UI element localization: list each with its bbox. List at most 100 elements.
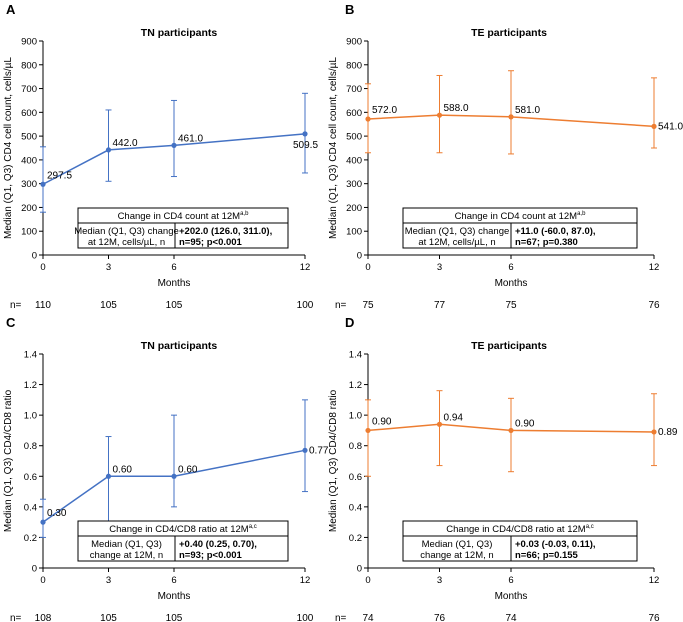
y-axis-label: Median (Q1, Q3) CD4 cell count, cells/µL xyxy=(3,57,14,239)
data-label: 0.89 xyxy=(658,427,678,438)
data-point xyxy=(651,123,657,129)
series-line xyxy=(42,133,306,185)
n-prefix: n= xyxy=(10,613,22,622)
x-axis-label: Months xyxy=(495,278,528,289)
summary-box-value: n=67; p=0.380 xyxy=(515,237,578,248)
panel-letter: C xyxy=(6,315,16,330)
data-point xyxy=(365,427,371,434)
summary-box xyxy=(77,207,289,249)
summary-box-value: +11.0 (-60.0, 87.0), xyxy=(515,226,596,237)
series-line xyxy=(367,114,655,128)
x-tick-label: 0 xyxy=(40,262,45,273)
x-tick-label: 0 xyxy=(40,575,45,586)
data-label: 442.0 xyxy=(113,138,138,149)
data-label: 0.60 xyxy=(113,464,133,475)
data-point xyxy=(171,473,177,479)
panel-letter: B xyxy=(345,2,354,17)
panel-title: TN participants xyxy=(141,340,218,352)
y-axis-label: Median (Q1, Q3) CD4/CD8 ratio xyxy=(3,389,14,532)
n-value: 77 xyxy=(434,300,446,311)
n-prefix: n= xyxy=(335,613,347,622)
n-prefix: n= xyxy=(335,300,347,311)
y-tick-label: 0 xyxy=(32,251,37,262)
n-value: 110 xyxy=(35,300,51,311)
y-tick-label: 1.2 xyxy=(349,380,362,391)
y-tick-label: 800 xyxy=(21,60,37,71)
data-point xyxy=(436,112,443,118)
data-point xyxy=(105,147,112,153)
summary-box-value: +0.40 (0.25, 0.70), xyxy=(179,539,257,550)
summary-box xyxy=(77,520,289,562)
data-point xyxy=(40,519,46,525)
y-tick-label: 1.0 xyxy=(24,411,37,422)
panel-c: C TN participants 0 0.2 0.4 0.6 0.8 1.0 1.2 1.4 0 3… xyxy=(3,315,329,622)
summary-box-header: Change in CD4 count at 12Ma,b xyxy=(455,211,587,222)
y-tick-label: 600 xyxy=(21,108,37,119)
y-tick-label: 0 xyxy=(357,251,362,262)
summary-box-label: Median (Q1, Q3) xyxy=(91,539,162,550)
data-label: 509.5 xyxy=(293,140,318,151)
y-tick-label: 0 xyxy=(357,564,362,575)
x-tick-label: 12 xyxy=(649,575,660,586)
data-label: 588.0 xyxy=(444,103,469,114)
data-point xyxy=(508,114,514,120)
summary-box-header: Change in CD4 count at 12Ma,b xyxy=(118,211,250,222)
n-value: 100 xyxy=(297,300,314,311)
data-label: 0.77 xyxy=(309,445,329,456)
n-value: 105 xyxy=(166,300,183,311)
y-tick-label: 0.4 xyxy=(349,502,362,513)
x-tick-label: 3 xyxy=(106,262,111,273)
y-tick-label: 500 xyxy=(21,132,37,143)
n-value: 105 xyxy=(166,613,183,622)
y-tick-label: 700 xyxy=(346,84,362,95)
y-axis-label: Median (Q1, Q3) CD4/CD8 ratio xyxy=(328,389,339,532)
data-point xyxy=(105,473,112,479)
summary-box-header-sup: a,c xyxy=(586,524,594,530)
y-tick-label: 0.4 xyxy=(24,502,37,513)
n-prefix: n= xyxy=(10,300,22,311)
summary-box-label: Median (Q1, Q3) change xyxy=(74,226,179,237)
x-tick-label: 6 xyxy=(508,262,513,273)
y-axis-label: Median (Q1, Q3) CD4 cell count, cells/µL xyxy=(328,57,339,239)
summary-box-value: n=95; p<0.001 xyxy=(179,237,243,248)
summary-box xyxy=(402,520,638,562)
y-tick-label: 1.4 xyxy=(349,350,362,361)
x-tick-label: 6 xyxy=(508,575,513,586)
y-tick-label: 100 xyxy=(21,227,37,238)
panel-d: D TE participants 0 0.2 0.4 0.6 0.8 1.0 1.2 1.4 0 3… xyxy=(328,315,678,622)
x-tick-label: 3 xyxy=(437,575,442,586)
data-label: 0.60 xyxy=(178,464,198,475)
summary-box-label: Median (Q1, Q3) xyxy=(422,539,493,550)
y-tick-label: 600 xyxy=(346,108,362,119)
y-tick-label: 900 xyxy=(346,37,362,48)
summary-box-label: at 12M, cells/µL, n xyxy=(418,237,495,248)
y-tick-label: 0.6 xyxy=(349,472,362,483)
n-value: 76 xyxy=(648,613,660,622)
x-tick-label: 3 xyxy=(106,575,111,586)
summary-box-header: Change in CD4/CD8 ratio at 12Ma,c xyxy=(446,524,593,535)
data-label: 0.90 xyxy=(515,418,535,429)
x-tick-label: 12 xyxy=(300,575,311,586)
x-tick-label: 12 xyxy=(649,262,660,273)
data-label: 572.0 xyxy=(372,105,397,116)
y-tick-label: 0 xyxy=(32,564,37,575)
summary-box-value: n=93; p<0.001 xyxy=(179,550,243,561)
data-point xyxy=(171,142,177,148)
data-label: 0.30 xyxy=(47,508,67,519)
n-value: 105 xyxy=(100,300,117,311)
y-tick-label: 400 xyxy=(21,155,37,166)
data-label: 0.94 xyxy=(444,412,464,423)
summary-box-header: Change in CD4/CD8 ratio at 12Ma,c xyxy=(109,524,256,535)
series-line xyxy=(367,423,655,433)
panel-letter: D xyxy=(345,315,354,330)
y-tick-label: 400 xyxy=(346,155,362,166)
y-tick-label: 800 xyxy=(346,60,362,71)
y-tick-label: 100 xyxy=(346,227,362,238)
data-label: 297.5 xyxy=(47,170,72,181)
y-tick-label: 700 xyxy=(21,84,37,95)
n-value: 105 xyxy=(100,613,117,622)
data-point xyxy=(508,427,514,434)
y-tick-label: 0.8 xyxy=(24,441,37,452)
summary-box-label: change at 12M, n xyxy=(90,550,163,561)
n-value: 75 xyxy=(505,300,517,311)
